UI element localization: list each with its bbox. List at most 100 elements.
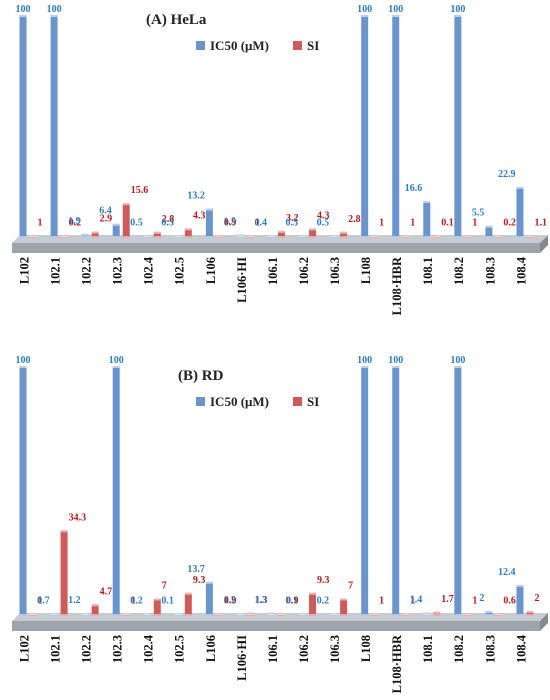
- data-label-si: 9.3: [193, 575, 206, 586]
- bar-ic50-cap: [423, 612, 431, 615]
- data-label-si: 0.2: [69, 218, 82, 229]
- bar-ic50-cap: [81, 233, 89, 236]
- bar-si: [153, 598, 161, 616]
- bar-si: [309, 592, 317, 616]
- data-label-ic50: 1.3: [255, 595, 268, 606]
- chart-title: (B) RD: [178, 368, 224, 384]
- data-label-si: 1: [379, 218, 384, 229]
- bar-si-cap: [340, 231, 348, 234]
- bar-si: [278, 230, 285, 238]
- x-tick-label: 106.2: [297, 635, 311, 663]
- x-tick-label: 102.2: [80, 635, 94, 663]
- data-label-si: 3.2: [286, 213, 299, 224]
- bar-si: [309, 228, 317, 238]
- bar-ic50-cap: [236, 613, 244, 615]
- bar-ic50-cap: [454, 15, 462, 17]
- data-label-si: 2.8: [348, 214, 361, 225]
- x-tick-label: L102: [17, 257, 31, 284]
- data-label-si: 7: [348, 581, 353, 592]
- data-label-si: 0.9: [224, 218, 237, 229]
- data-label-ic50: 0.2: [317, 596, 330, 607]
- x-tick-label: 102.4: [142, 256, 156, 285]
- x-tick-label: L106: [204, 257, 218, 284]
- bar-ic50-cap: [268, 612, 275, 615]
- data-label-si: 34.3: [69, 512, 87, 523]
- bar-ic50: [361, 366, 369, 616]
- data-label-ic50: 22.9: [498, 169, 516, 180]
- bar-si-cap: [278, 230, 285, 233]
- legend-swatch-si: [293, 397, 302, 406]
- x-tick-label: 106.3: [328, 257, 342, 285]
- x-tick-label: L102: [17, 635, 31, 662]
- x-tick-label: 108.3: [483, 635, 497, 663]
- data-label-si: 1: [410, 596, 415, 607]
- bar-si-cap: [309, 592, 317, 595]
- legend-label-si: SI: [307, 394, 319, 409]
- data-label-si: 0.9: [224, 596, 237, 607]
- bar-si: [340, 598, 348, 616]
- bar-ic50: [19, 366, 27, 616]
- legend-swatch-ic50: [196, 397, 205, 406]
- data-label-ic50: 1.2: [223, 595, 236, 606]
- x-tick-label: 106.1: [266, 635, 280, 663]
- data-label-ic50: 13.2: [187, 191, 205, 202]
- x-tick-label: 108.4: [514, 634, 528, 663]
- x-tick-label: 102.4: [142, 634, 156, 663]
- x-tick-label: 106.2: [297, 257, 311, 285]
- data-label-ic50: 2: [479, 593, 484, 604]
- data-label-si: 2: [534, 593, 539, 604]
- bar-ic50-cap: [236, 234, 244, 237]
- bar-si: [340, 231, 348, 238]
- data-label-si: 4.3: [193, 210, 206, 221]
- bar-si-cap: [246, 612, 254, 615]
- data-label-si: 1: [472, 596, 477, 607]
- data-label-ic50: 100: [109, 355, 124, 366]
- x-tick-label: L106: [204, 635, 218, 662]
- data-label-ic50: 0.5: [317, 218, 330, 229]
- data-label-si: 2.9: [100, 214, 113, 225]
- bar-ic50: [392, 366, 400, 616]
- bar-ic50-cap: [205, 581, 213, 584]
- data-label-ic50: 5.5: [472, 208, 485, 219]
- data-label-si: 0.9: [286, 596, 299, 607]
- x-tick-label: 106.1: [266, 257, 280, 285]
- data-label-ic50: 0.7: [37, 596, 50, 607]
- data-label-si: 1: [379, 596, 384, 607]
- data-label-ic50: 12.4: [498, 567, 516, 578]
- data-label-ic50: 0.5: [130, 218, 143, 229]
- bar-si-cap: [433, 611, 441, 614]
- data-label-si: 9.3: [317, 575, 330, 586]
- data-label-si: 1: [38, 218, 43, 229]
- data-label-ic50: 100: [357, 4, 372, 15]
- bar-ic50-cap: [361, 15, 369, 17]
- data-label-si: 4.3: [317, 210, 330, 221]
- bar-ic50: [516, 585, 524, 616]
- bar-ic50: [392, 15, 400, 238]
- bar-si: [91, 604, 99, 616]
- bar-si: [184, 228, 192, 238]
- bar-ic50: [454, 366, 462, 616]
- bar-si-cap: [91, 231, 99, 234]
- bar-ic50-cap: [112, 223, 120, 226]
- data-label-si: 0.6: [503, 596, 515, 607]
- bar-si-cap: [340, 598, 348, 601]
- legend-swatch-ic50: [196, 41, 205, 50]
- bar-ic50: [454, 15, 462, 238]
- bar-ic50-cap: [81, 613, 89, 615]
- floor-side-face: [540, 613, 548, 631]
- legend-swatch-si: [293, 41, 302, 50]
- bar-ic50: [205, 208, 213, 238]
- floor-side-face: [540, 235, 548, 253]
- bar-ic50-cap: [423, 200, 431, 203]
- data-label-ic50: 100: [47, 4, 62, 15]
- bar-si-cap: [184, 228, 192, 231]
- bar-ic50-cap: [392, 15, 400, 17]
- bar-ic50-cap: [361, 366, 369, 368]
- data-label-si: 2.8: [162, 214, 175, 225]
- data-label-ic50: 100: [450, 355, 465, 366]
- bar-si: [60, 530, 68, 616]
- x-tick-label: 108.4: [514, 256, 528, 285]
- bar-ic50-cap: [19, 15, 27, 17]
- data-label-ic50: 100: [16, 4, 31, 15]
